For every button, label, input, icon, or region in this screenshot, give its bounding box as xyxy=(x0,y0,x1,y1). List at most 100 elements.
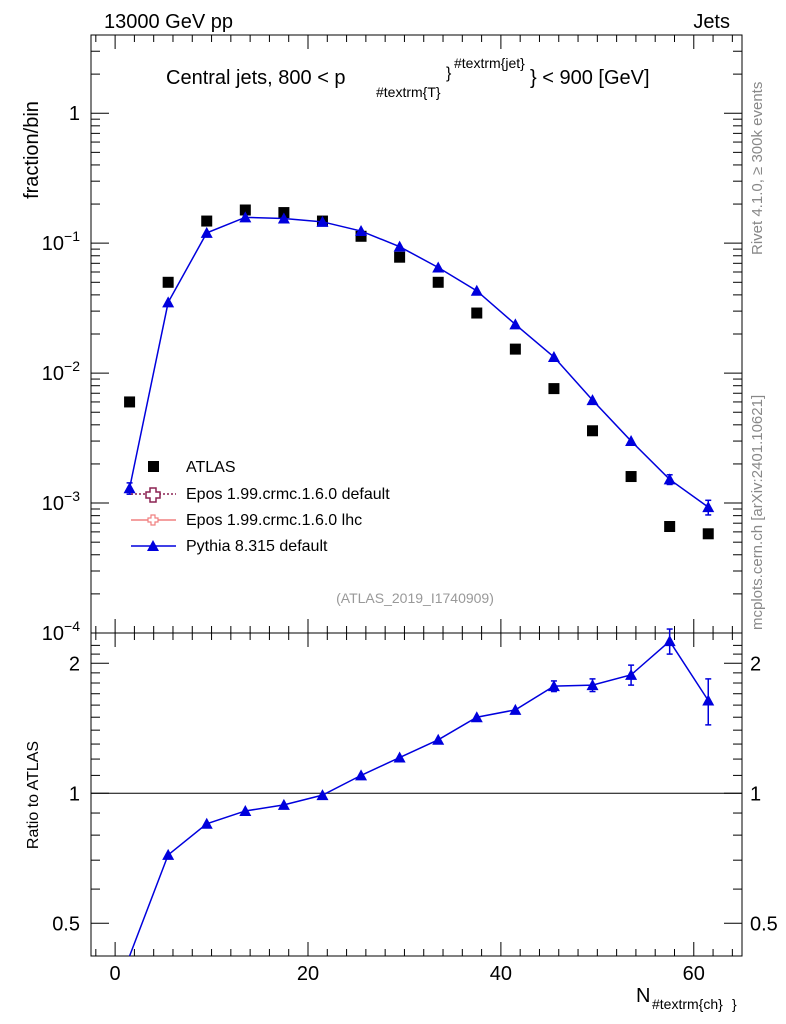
tick-exponent: −1 xyxy=(64,228,80,244)
ratio-pythia-line xyxy=(128,640,709,957)
ratio-plot-panel: 0.5 0.5 1 1 2 2 0 20 40 60 Ratio to ATLAS N #tex… xyxy=(25,628,778,1012)
legend-label-epos-default: Epos 1.99.crmc.1.6.0 default xyxy=(186,486,390,503)
ratio-data-point xyxy=(200,817,213,829)
pythia-data-point xyxy=(316,215,329,227)
atlas-data-point xyxy=(587,425,599,437)
main-plot-panel: 110−110−210−310−4 fraction/bin Central j… xyxy=(21,34,743,645)
atlas-data-point xyxy=(124,396,136,408)
legend: ATLAS Epos 1.99.crmc.1.6.0 default Epos … xyxy=(131,459,390,555)
tick-base: 10 xyxy=(42,623,64,645)
legend-label-epos-lhc: Epos 1.99.crmc.1.6.0 lhc xyxy=(186,512,362,529)
x-tick-label: 40 xyxy=(490,963,512,985)
tick-exponent: −3 xyxy=(64,488,80,504)
pythia-data-point xyxy=(547,351,560,363)
plot-title-subscript: #textrm{T} xyxy=(376,84,441,100)
main-y-tick-label: 10−2 xyxy=(42,358,80,385)
x-axis-label-subscript: #textrm{ch} xyxy=(652,996,723,1012)
ratio-y-tick-label: 1 xyxy=(69,783,80,805)
atlas-data-point xyxy=(625,471,637,483)
atlas-data-point xyxy=(355,230,367,242)
pythia-data-point xyxy=(470,284,483,296)
ratio-data-point xyxy=(547,680,560,692)
ratio-data-point xyxy=(277,798,290,810)
legend-marker-atlas xyxy=(148,461,159,472)
pythia-data-point xyxy=(239,211,252,223)
legend-label-pythia: Pythia 8.315 default xyxy=(186,538,328,555)
ratio-y-tick-label: 0.5 xyxy=(52,913,80,935)
header-jets-label: Jets xyxy=(693,11,730,33)
mcplots-label: mcplots.cern.ch [arXiv:2401.10621] xyxy=(749,395,766,630)
atlas-data-point xyxy=(702,528,714,540)
ratio-data-point xyxy=(355,769,368,781)
tick-exponent: −2 xyxy=(64,358,80,374)
legend-marker-epos-lhc xyxy=(147,514,159,526)
ratio-y-tick-label: 2 xyxy=(69,653,80,675)
x-tick-labels: 0 20 40 60 xyxy=(110,963,705,985)
tick-base: 1 xyxy=(69,103,80,125)
ratio-y-axis-label: Ratio to ATLAS xyxy=(25,741,42,849)
main-y-tick-label: 10−3 xyxy=(42,488,80,515)
plot-title-tail: } < 900 [GeV] xyxy=(530,67,650,89)
legend-marker-epos-default xyxy=(145,487,161,503)
pythia-data-point xyxy=(702,501,715,513)
ratio-y-tick-label-right: 2 xyxy=(750,653,761,675)
ratio-plot-frame xyxy=(90,632,743,957)
plot-title: Central jets, 800 < p xyxy=(166,67,346,89)
plot-title-main: Central jets, 800 < p xyxy=(166,67,346,89)
ratio-data-point xyxy=(625,668,638,680)
analysis-watermark: (ATLAS_2019_I1740909) xyxy=(336,590,494,606)
tick-exponent: −4 xyxy=(64,618,80,634)
pythia-data-point xyxy=(663,473,676,485)
main-y-ticks xyxy=(91,34,742,634)
atlas-data-point xyxy=(471,307,483,319)
ratio-data-point xyxy=(663,635,676,647)
pythia-data-point xyxy=(509,318,522,330)
atlas-data-point xyxy=(239,204,251,216)
atlas-data-point xyxy=(394,251,406,263)
ratio-data-point xyxy=(470,711,483,723)
ratio-data-point xyxy=(316,789,329,801)
ratio-x-ticks xyxy=(95,633,733,956)
atlas-data-point xyxy=(201,215,213,227)
x-axis-label-main: N xyxy=(636,985,650,1007)
main-y-tick-label: 1 xyxy=(69,103,80,125)
main-y-tick-label: 10−1 xyxy=(42,228,80,255)
pythia-data-point xyxy=(162,296,175,308)
atlas-data-point xyxy=(162,276,174,288)
ratio-data-point xyxy=(432,733,445,745)
plot-title-brace: } xyxy=(446,65,452,82)
ratio-y-tick-label-right: 0.5 xyxy=(750,913,778,935)
pythia-data-point xyxy=(432,261,445,273)
ratio-data-point xyxy=(586,679,599,691)
pythia-line xyxy=(128,216,709,508)
ratio-data-point xyxy=(509,703,522,715)
atlas-data-point xyxy=(509,343,521,355)
pythia-data-point xyxy=(586,394,599,406)
ratio-data-point xyxy=(162,848,175,860)
ratio-data-point xyxy=(702,694,715,706)
tick-base: 10 xyxy=(42,233,64,255)
pythia-data-point xyxy=(355,225,368,237)
pythia-data-point xyxy=(200,226,213,238)
atlas-data-point xyxy=(548,383,560,395)
main-y-axis-label: fraction/bin xyxy=(21,101,43,199)
plot-title-superscript: #textrm{jet} xyxy=(454,55,525,71)
x-tick-label: 60 xyxy=(683,963,705,985)
main-x-ticks xyxy=(95,35,733,633)
main-y-tick-label: 10−4 xyxy=(42,618,80,645)
ratio-series-layer xyxy=(91,628,742,957)
ratio-data-point xyxy=(393,751,406,763)
legend-marker-pythia xyxy=(147,540,159,551)
tick-base: 10 xyxy=(42,493,64,515)
tick-base: 10 xyxy=(42,363,64,385)
pythia-data-point xyxy=(393,240,406,252)
main-y-tick-labels: 110−110−210−310−4 xyxy=(42,103,80,645)
ratio-data-point xyxy=(239,804,252,816)
atlas-data-point xyxy=(432,276,444,288)
atlas-data-point xyxy=(664,521,676,533)
ratio-y-tick-label-right: 1 xyxy=(750,783,761,805)
legend-label-atlas: ATLAS xyxy=(186,459,236,476)
main-series-layer xyxy=(123,204,715,540)
